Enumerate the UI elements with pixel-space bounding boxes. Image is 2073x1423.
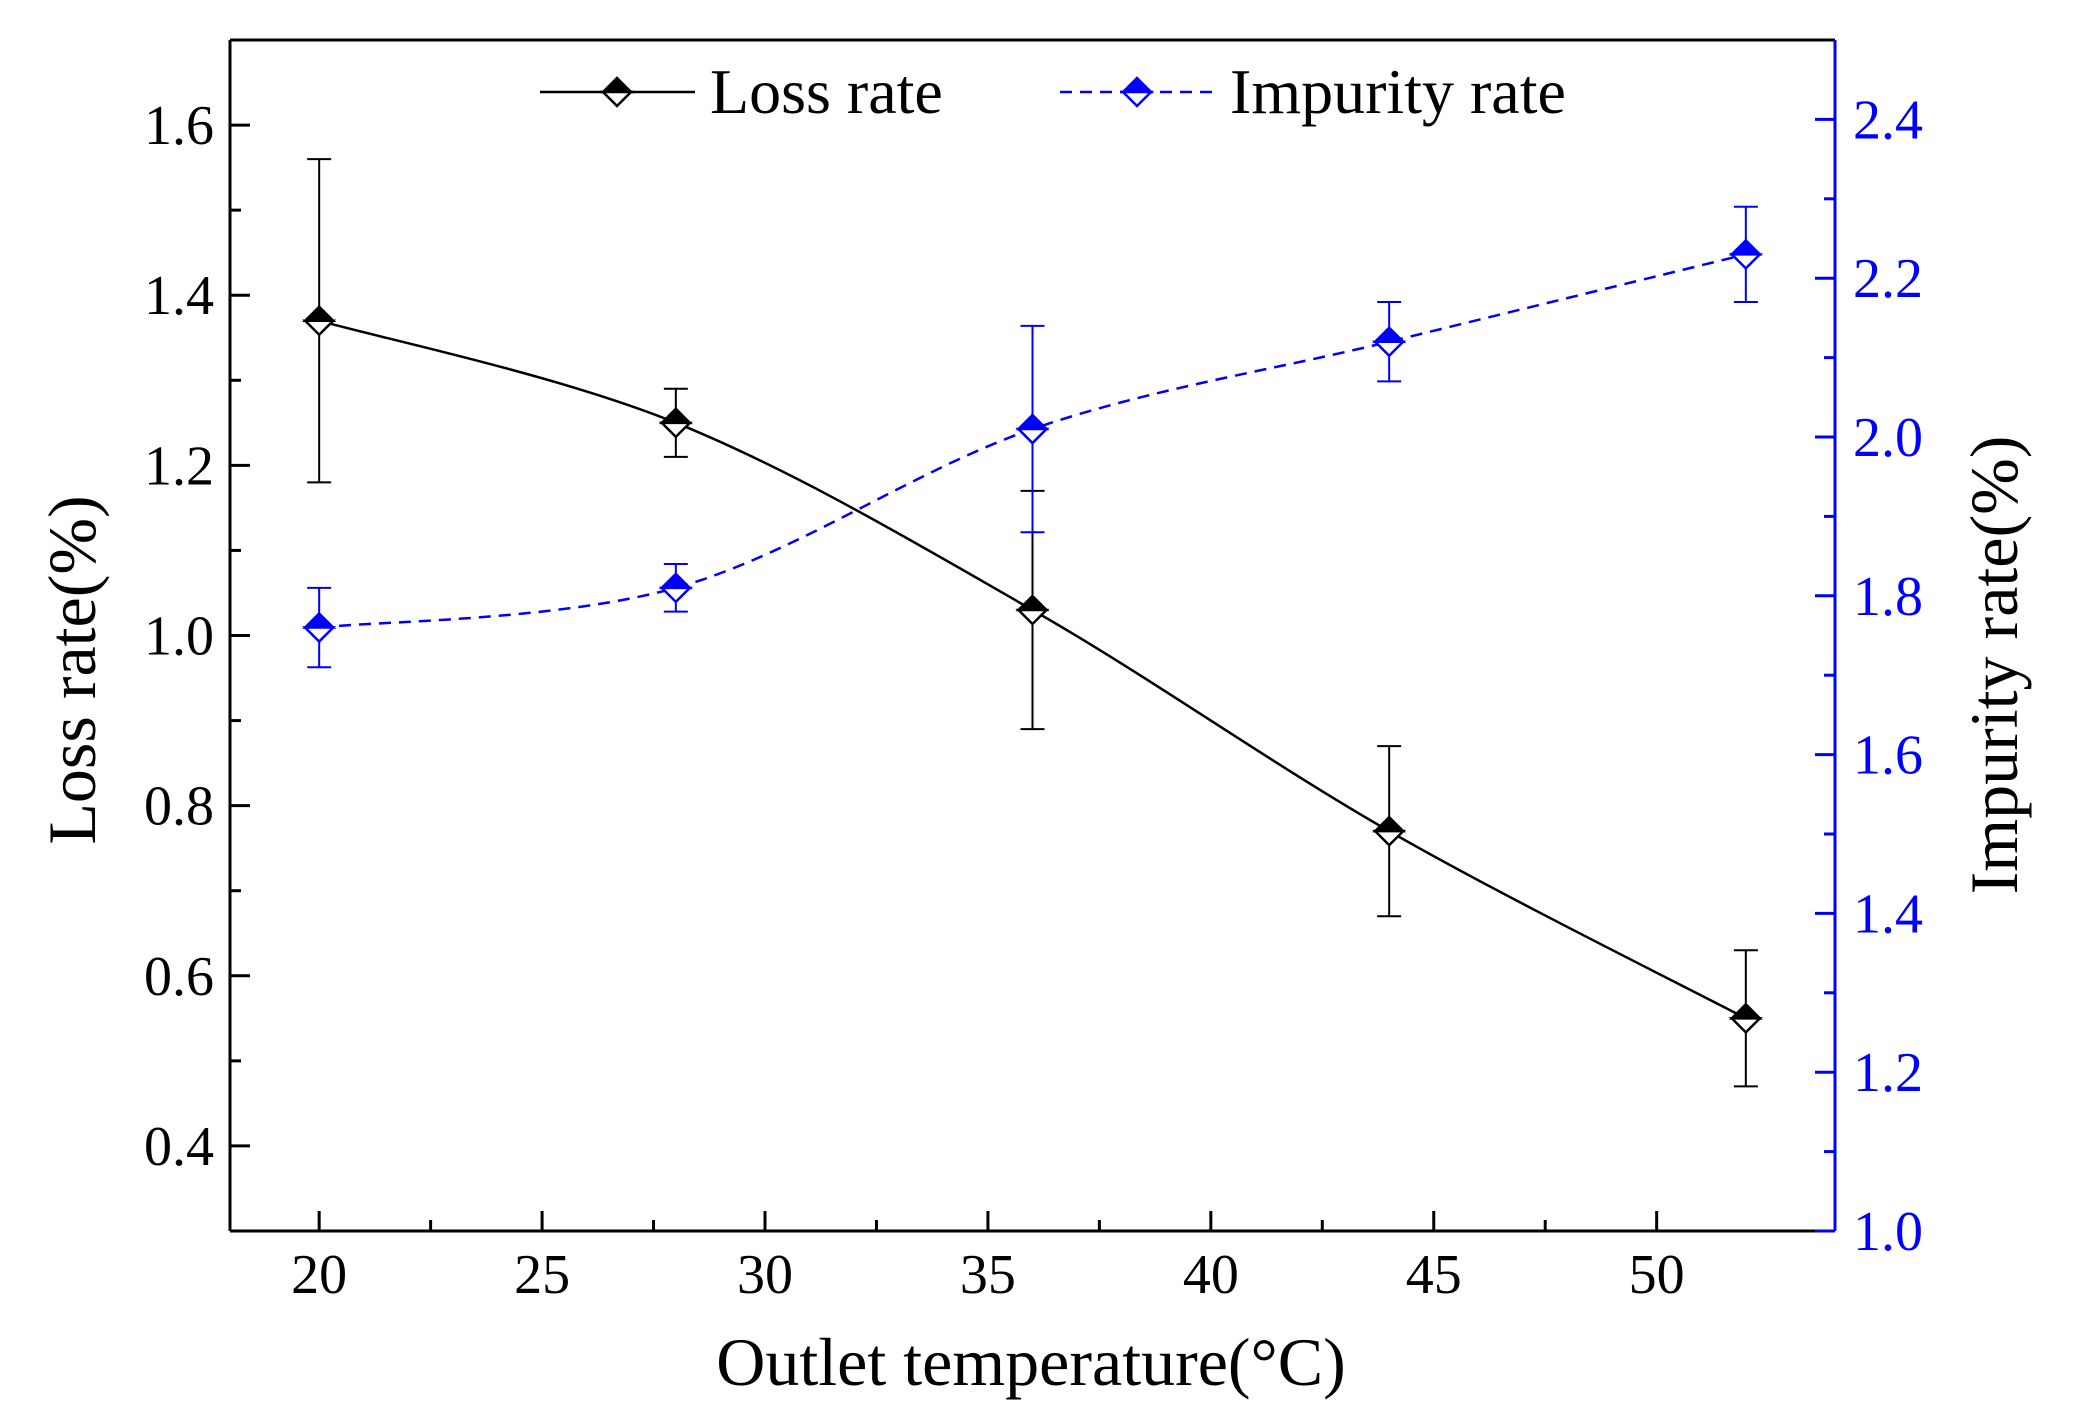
loss-rate-point [1372,815,1407,847]
marker-top-half [658,572,693,590]
x-tick-label: 30 [737,1244,793,1306]
marker-bottom-half [302,319,337,337]
marker-top-half [302,304,337,322]
right-y-tick-label: 2.0 [1853,407,1923,469]
left-y-tick-label: 0.8 [144,776,214,838]
marker-top-half [599,76,635,94]
impurity-rate-point [658,572,693,604]
impurity-rate-point [1015,413,1050,445]
loss-rate-point [1015,594,1050,626]
right-y-tick-label: 1.2 [1853,1042,1923,1104]
left-y-tick-label: 0.6 [144,946,214,1008]
legend-marker-impurity-rate [1119,76,1155,108]
legend: Loss rate Impurity rate [540,56,1566,127]
marker-bottom-half [658,586,693,604]
marker-bottom-half [1015,427,1050,445]
x-tick-label: 40 [1183,1244,1239,1306]
impurity-rate-point [1728,238,1763,271]
x-tick-label: 20 [291,1244,347,1306]
left-y-tick-label: 1.4 [144,265,214,327]
impurity-rate-point [1372,325,1407,358]
x-axis-title: Outlet temperature(°C) [716,1324,1346,1400]
marker-top-half [1728,1002,1763,1020]
marker-bottom-half [1119,90,1155,108]
marker-top-half [1372,325,1407,343]
impurity-rate-point [302,611,337,644]
loss-rate-point [1728,1002,1763,1035]
left-y-tick-label: 1.6 [144,95,214,157]
legend-label-loss-rate: Loss rate [710,56,943,127]
marker-bottom-half [302,626,337,644]
marker-bottom-half [599,90,635,108]
legend-label-impurity-rate: Impurity rate [1230,56,1566,127]
loss-rate-point [658,407,693,439]
left-y-tick-label: 1.2 [144,435,214,497]
marker-bottom-half [1015,608,1050,626]
series-layer [302,158,1763,1088]
x-tick-label: 50 [1629,1244,1685,1306]
right-y-tick-label: 1.8 [1853,566,1923,628]
marker-top-half [302,611,337,629]
marker-bottom-half [658,421,693,439]
marker-top-half [1728,238,1763,256]
marker-bottom-half [1728,253,1763,271]
right-y-tick-label: 1.0 [1853,1201,1923,1263]
marker-top-half [1015,413,1050,431]
legend-item-impurity-rate: Impurity rate [1060,56,1566,127]
legend-marker-loss-rate [599,76,635,108]
marker-top-half [658,407,693,425]
left-y-tick-label: 0.4 [144,1116,214,1178]
marker-bottom-half [1728,1017,1763,1035]
marker-bottom-half [1372,829,1407,847]
right-y-tick-label: 1.6 [1853,725,1923,787]
marker-bottom-half [1372,340,1407,358]
x-axis: 20 25 30 35 40 45 50 [291,1211,1685,1306]
left-y-axis: 0.4 0.6 0.8 1.0 1.2 1.4 1.6 [144,38,250,1233]
loss-rate-point [302,304,337,337]
x-tick-label: 35 [960,1244,1016,1306]
x-tick-label: 45 [1406,1244,1462,1306]
right-y-axis: 1.0 1.2 1.4 1.6 1.8 2.0 2.2 2.4 [1815,89,1923,1263]
x-tick-label: 25 [514,1244,570,1306]
right-y-tick-label: 2.4 [1853,89,1923,151]
marker-top-half [1119,76,1155,94]
left-y-tick-label: 1.0 [144,606,214,668]
legend-item-loss-rate: Loss rate [540,56,943,127]
right-y-axis-title: Impurity rate(%) [1956,436,2032,895]
right-y-tick-label: 1.4 [1853,883,1923,945]
right-y-tick-label: 2.2 [1853,248,1923,310]
left-y-axis-title: Loss rate(%) [34,495,110,844]
